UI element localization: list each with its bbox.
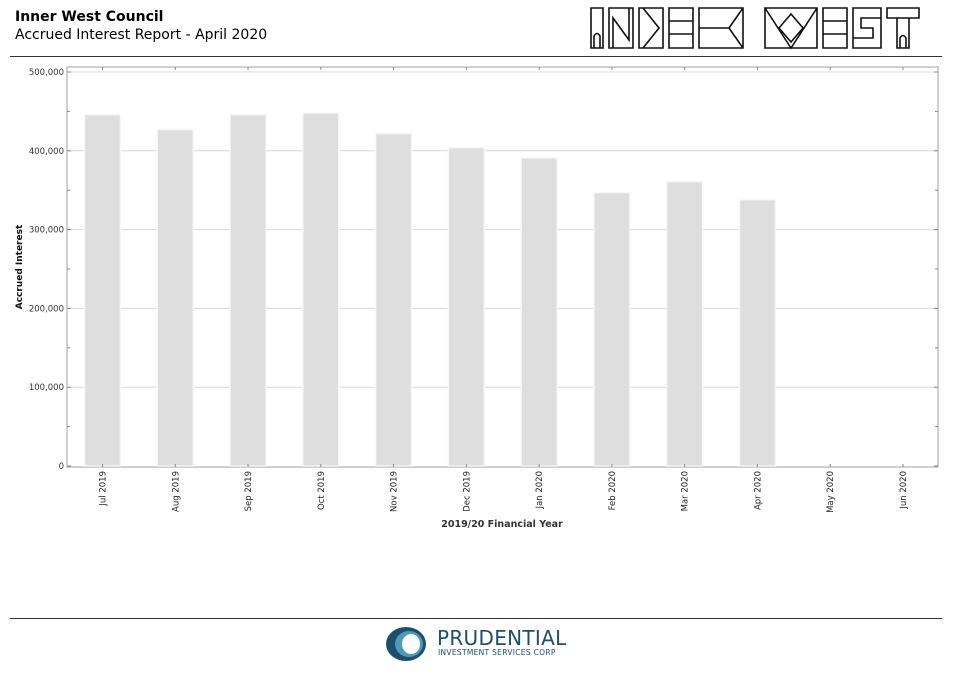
bar — [738, 198, 777, 467]
x-tick-label: Jun 2020 — [899, 471, 909, 510]
x-tick-label: Nov 2019 — [390, 471, 400, 512]
plot-area — [66, 66, 939, 468]
bar — [374, 132, 413, 467]
grid-lines — [67, 71, 938, 467]
bar — [302, 112, 340, 467]
bar — [229, 113, 267, 467]
inner-west-logo — [590, 7, 920, 50]
bar — [83, 113, 122, 467]
report-title: Accrued Interest Report - April 2020 — [15, 27, 268, 43]
prudential-brand-name: PRUDENTIAL — [437, 626, 567, 650]
bar — [593, 191, 631, 467]
accrued-interest-chart: 0 100,000 200,000 300,000 400,000 500,000 Jul… — [15, 66, 939, 530]
x-axis-ticks: Jul 2019 Aug 2019 Sep 2019 Oct 2019 Nov 2019… — [99, 67, 909, 513]
y-tick-label: 500,000 — [29, 68, 64, 78]
prudential-brand-subtitle: INVESTMENT SERVICES CORP — [438, 648, 556, 657]
footer-divider — [10, 618, 942, 619]
x-tick-label: Feb 2020 — [608, 471, 618, 510]
x-tick-label: May 2020 — [826, 471, 836, 513]
x-tick-label: Oct 2019 — [317, 471, 327, 510]
bar — [447, 146, 486, 467]
y-tick-label: 0 — [59, 462, 64, 472]
x-tick-label: Aug 2019 — [171, 471, 181, 512]
bar — [665, 180, 704, 467]
bar — [520, 157, 558, 467]
y-tick-label: 300,000 — [29, 226, 64, 236]
x-tick-label: Jan 2020 — [535, 471, 545, 509]
x-tick-label: Apr 2020 — [753, 471, 763, 510]
x-tick-label: Sep 2019 — [244, 471, 254, 511]
y-tick-label: 200,000 — [29, 304, 64, 314]
y-tick-label: 400,000 — [29, 147, 64, 157]
header-divider — [10, 56, 942, 57]
x-axis-label: 2019/20 Financial Year — [441, 519, 563, 530]
prudential-logo-icon — [386, 627, 426, 661]
bar — [156, 128, 195, 467]
x-tick-label: Mar 2020 — [681, 471, 691, 511]
x-tick-label: Jul 2019 — [99, 471, 109, 507]
bar-series — [83, 112, 777, 467]
y-axis-ticks: 0 100,000 200,000 300,000 400,000 500,000 — [29, 68, 64, 472]
y-tick-label: 100,000 — [29, 383, 64, 393]
x-tick-label: Dec 2019 — [462, 471, 472, 512]
y-axis-label: Accrued Interest — [15, 224, 25, 309]
organisation-name: Inner West Council — [15, 9, 164, 25]
